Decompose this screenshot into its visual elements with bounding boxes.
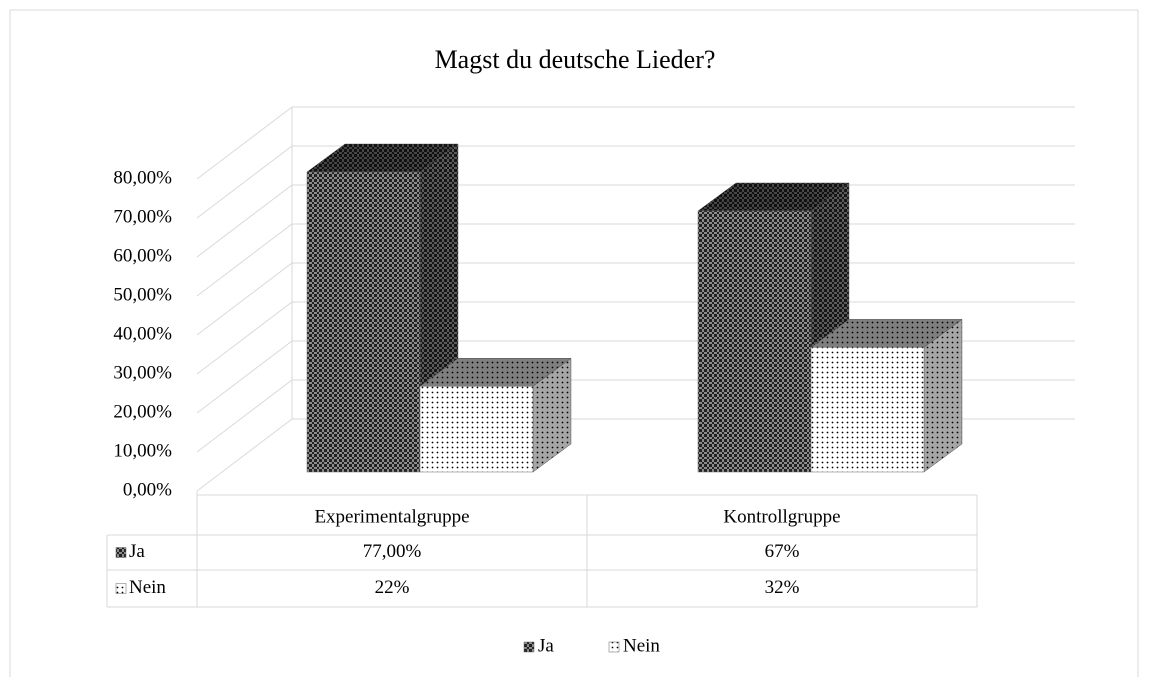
table-row-label: Nein bbox=[129, 577, 166, 598]
bar-top-shade bbox=[698, 182, 849, 211]
y-tick-label: 60,00% bbox=[113, 245, 172, 266]
legend-label: Ja bbox=[538, 635, 554, 656]
bar bbox=[697, 210, 812, 473]
chart-border bbox=[9, 9, 1139, 677]
y-tick-label: 80,00% bbox=[113, 167, 172, 188]
legend-swatch bbox=[523, 641, 535, 653]
table-row-label: Ja bbox=[129, 541, 145, 562]
bar-side-shade bbox=[533, 358, 571, 472]
y-tick-label: 30,00% bbox=[113, 362, 172, 383]
table-cell: 77,00% bbox=[363, 541, 422, 562]
bar-top-shade bbox=[811, 319, 962, 348]
y-tick-label: 70,00% bbox=[113, 206, 172, 227]
table-cell: 67% bbox=[765, 541, 800, 562]
y-tick-label: 10,00% bbox=[113, 440, 172, 461]
legend-label: Nein bbox=[623, 635, 660, 656]
bar-side-shade bbox=[924, 319, 962, 472]
table-key bbox=[115, 547, 127, 558]
bar bbox=[419, 386, 534, 473]
y-tick-label: 20,00% bbox=[113, 401, 172, 422]
table-header: Kontrollgruppe bbox=[723, 506, 840, 527]
bar bbox=[306, 171, 421, 473]
bar bbox=[810, 347, 925, 473]
y-tick-label: 0,00% bbox=[123, 479, 172, 500]
y-tick-label: 50,00% bbox=[113, 284, 172, 305]
table-cell: 32% bbox=[765, 577, 800, 598]
bar-top-shade bbox=[307, 144, 458, 172]
table-cell: 22% bbox=[375, 577, 410, 598]
y-tick-label: 40,00% bbox=[113, 323, 172, 344]
bar-top-shade bbox=[420, 358, 571, 387]
table-key bbox=[115, 583, 127, 594]
legend-swatch bbox=[608, 641, 620, 653]
chart-title: Magst du deutsche Lieder? bbox=[435, 45, 716, 74]
table-header: Experimentalgruppe bbox=[314, 506, 469, 527]
